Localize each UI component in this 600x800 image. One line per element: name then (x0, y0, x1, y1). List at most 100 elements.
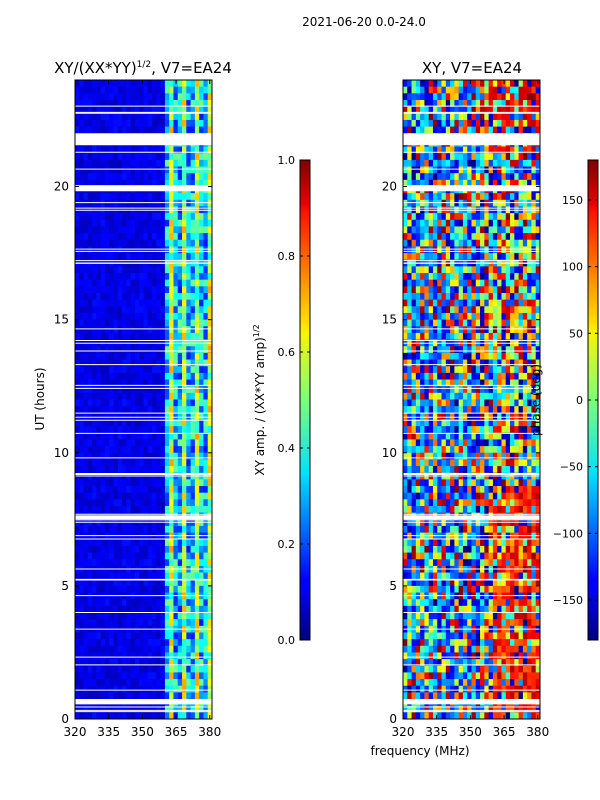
amplitude-heatmap-cell (199, 99, 204, 108)
amplitude-heatmap-cell (207, 306, 213, 314)
phase-heatmap-cell (411, 306, 417, 314)
phase-heatmap-cell (475, 146, 481, 154)
amplitude-heatmap-cell (194, 346, 200, 354)
phase-heatmap-cell (484, 439, 490, 447)
amplitude-heatmap-cell (109, 652, 114, 660)
amplitude-heatmap-cell (122, 446, 127, 454)
amplitude-heatmap-cell (92, 452, 97, 460)
phase-heatmap-cell (458, 173, 464, 181)
amplitude-heatmap-cell (147, 226, 153, 234)
amplitude-heatmap-cell (122, 239, 127, 247)
phase-heatmap-cell (403, 326, 408, 334)
amplitude-heatmap-cell (96, 306, 102, 314)
phase-heatmap-cell (522, 166, 528, 174)
phase-heatmap-cell (518, 273, 524, 281)
amplitude-heatmap-cell (126, 173, 132, 181)
amplitude-heatmap-cell (96, 446, 102, 454)
amplitude-heatmap-cell (100, 213, 106, 221)
amplitude-heatmap-cell (139, 605, 144, 613)
amplitude-heatmap-cell (169, 226, 174, 234)
amplitude-heatmap-cell (104, 319, 110, 327)
amplitude-heatmap-cell (190, 652, 196, 660)
amplitude-heatmap-cell (173, 446, 179, 454)
amplitude-heatmap-cell (147, 585, 153, 593)
amplitude-heatmap-cell (87, 233, 93, 241)
phase-heatmap-cell (488, 146, 494, 154)
amplitude-heatmap-cell (117, 226, 123, 234)
phase-heatmap-cell (471, 253, 477, 261)
phase-heatmap-cell (445, 80, 451, 88)
amplitude-heatmap-cell (126, 146, 132, 154)
amplitude-heatmap-cell (113, 652, 119, 660)
amplitude-heatmap-cells (75, 80, 213, 720)
phase-heatmap-cell (415, 126, 421, 134)
phase-heatmap-cell (488, 279, 494, 287)
amplitude-heatmap-cell (134, 559, 140, 567)
amplitude-heatmap-cell (109, 645, 114, 653)
phase-heatmap-cell (475, 86, 481, 94)
amplitude-heatmap-cell (96, 80, 102, 88)
phase-heatmap-cell (441, 332, 447, 340)
amplitude-heatmap-cell (147, 266, 153, 274)
amplitude-heatmap-cell (186, 446, 191, 454)
phase-heatmap-cell (415, 199, 421, 207)
amplitude-heatmap-cell (100, 239, 106, 247)
phase-heatmap-cell (467, 166, 472, 174)
amplitude-heatmap-cell (207, 439, 213, 447)
amplitude-heatmap-cell (190, 159, 196, 167)
amplitude-heatmap-cell (173, 705, 179, 713)
phase-heatmap-cell (432, 386, 438, 394)
phase-heatmap-cell (475, 293, 481, 301)
phase-heatmap-cell (518, 219, 524, 227)
phase-heatmap-cell (415, 319, 421, 327)
amplitude-heatmap-cell (104, 372, 110, 380)
phase-heatmap-cell (403, 226, 408, 234)
phase-heatmap-cell (441, 233, 447, 241)
amplitude-heatmap-cell (92, 233, 97, 241)
amplitude-heatmap-cell (92, 213, 97, 221)
phase-heatmap-cell (441, 399, 447, 407)
phase-heatmap-cell (424, 273, 430, 281)
amplitude-heatmap-cell (92, 579, 97, 587)
phase-heatmap-cell (411, 432, 417, 440)
phase-heatmap-cell (415, 273, 421, 281)
amplitude-heatmap-cell (164, 306, 170, 314)
amplitude-heatmap-cell (130, 99, 136, 108)
amplitude-heatmap-cell (177, 99, 183, 108)
amplitude-heatmap-cell (130, 552, 136, 560)
amplitude-heatmap-cell (173, 312, 179, 321)
phase-heatmap-cell (420, 80, 425, 88)
amplitude-heatmap-cell (130, 599, 136, 607)
phase-heatmap-cell (518, 432, 524, 440)
phase-heatmap-cell (458, 93, 464, 101)
phase-heatmap-cell (458, 439, 464, 447)
amplitude-heatmap-cell (160, 579, 166, 587)
phase-heatmap-cell (450, 253, 455, 261)
phase-heatmap-cell (424, 113, 430, 121)
amplitude-heatmap-cell (160, 559, 166, 567)
amplitude-heatmap-cell (113, 619, 119, 627)
amplitude-heatmap-cell (122, 159, 127, 167)
phase-heatmap-cell (510, 99, 515, 108)
phase-heatmap-cell (514, 199, 519, 207)
phase-heatmap-cell (492, 99, 498, 108)
amplitude-heatmap-cell (109, 479, 114, 487)
phase-heatmap-cell (467, 179, 472, 187)
amplitude-heatmap-cell (164, 619, 170, 627)
amplitude-heatmap-cell (100, 426, 106, 434)
phase-heatmap-cell (458, 253, 464, 261)
amplitude-heatmap-cell (147, 80, 153, 88)
amplitude-heatmap-cell (177, 346, 183, 354)
amplitude-heatmap-cell (177, 685, 183, 693)
amplitude-heatmap-cell (164, 446, 170, 454)
phase-heatmap-cell (403, 153, 408, 161)
amplitude-heatmap-cell (126, 499, 132, 507)
amplitude-heatmap-cell (104, 612, 110, 620)
amplitude-heatmap-cell (122, 199, 127, 207)
phase-heatmap-cell (531, 359, 537, 367)
phase-heatmap-cell (527, 306, 532, 314)
phase-heatmap-cell (437, 253, 442, 261)
amplitude-heatmap-cell (173, 632, 179, 640)
amplitude-heatmap-cell (104, 432, 110, 440)
amplitude-heatmap-cell (100, 585, 106, 593)
